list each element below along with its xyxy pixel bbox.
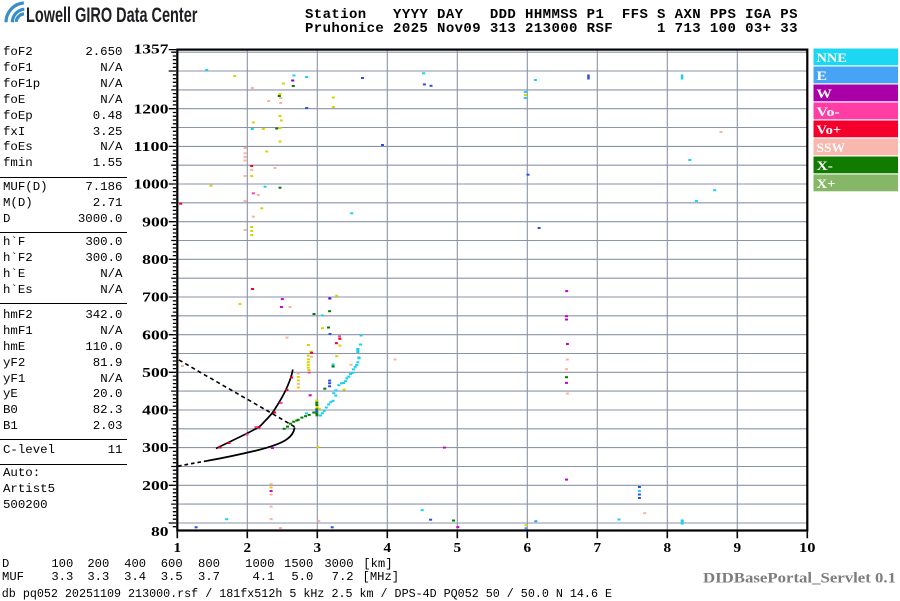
svg-text:NNE: NNE [817, 51, 847, 65]
svg-text:200: 200 [142, 478, 169, 493]
svg-text:2: 2 [244, 540, 252, 555]
svg-text:5: 5 [454, 540, 462, 555]
svg-text:X-: X- [817, 159, 833, 173]
svg-text:9: 9 [734, 540, 742, 555]
svg-text:500: 500 [142, 365, 169, 380]
svg-text:1200: 1200 [134, 101, 169, 116]
svg-text:80: 80 [151, 524, 169, 539]
svg-text:1: 1 [174, 540, 182, 555]
svg-text:4: 4 [384, 540, 392, 555]
svg-text:1000: 1000 [134, 177, 169, 192]
svg-text:900: 900 [142, 214, 169, 229]
svg-text:3: 3 [314, 540, 322, 555]
svg-text:1357: 1357 [134, 41, 169, 56]
svg-text:700: 700 [142, 290, 169, 305]
svg-text:7: 7 [594, 540, 602, 555]
svg-text:8: 8 [664, 540, 672, 555]
svg-text:300: 300 [142, 440, 169, 455]
svg-text:6: 6 [524, 540, 532, 555]
svg-text:400: 400 [142, 403, 169, 418]
svg-text:E: E [817, 69, 828, 83]
svg-text:SSW: SSW [817, 141, 846, 155]
svg-text:W: W [817, 87, 832, 101]
svg-text:600: 600 [142, 327, 169, 342]
svg-text:X+: X+ [817, 177, 836, 191]
svg-text:Vo-: Vo- [817, 105, 840, 119]
svg-text:10: 10 [799, 540, 816, 555]
svg-text:1100: 1100 [134, 139, 169, 154]
svg-text:800: 800 [142, 252, 169, 267]
svg-text:DIDBasePortal_Servlet 0.1: DIDBasePortal_Servlet 0.1 [703, 570, 896, 586]
svg-text:Vo+: Vo+ [817, 123, 842, 137]
